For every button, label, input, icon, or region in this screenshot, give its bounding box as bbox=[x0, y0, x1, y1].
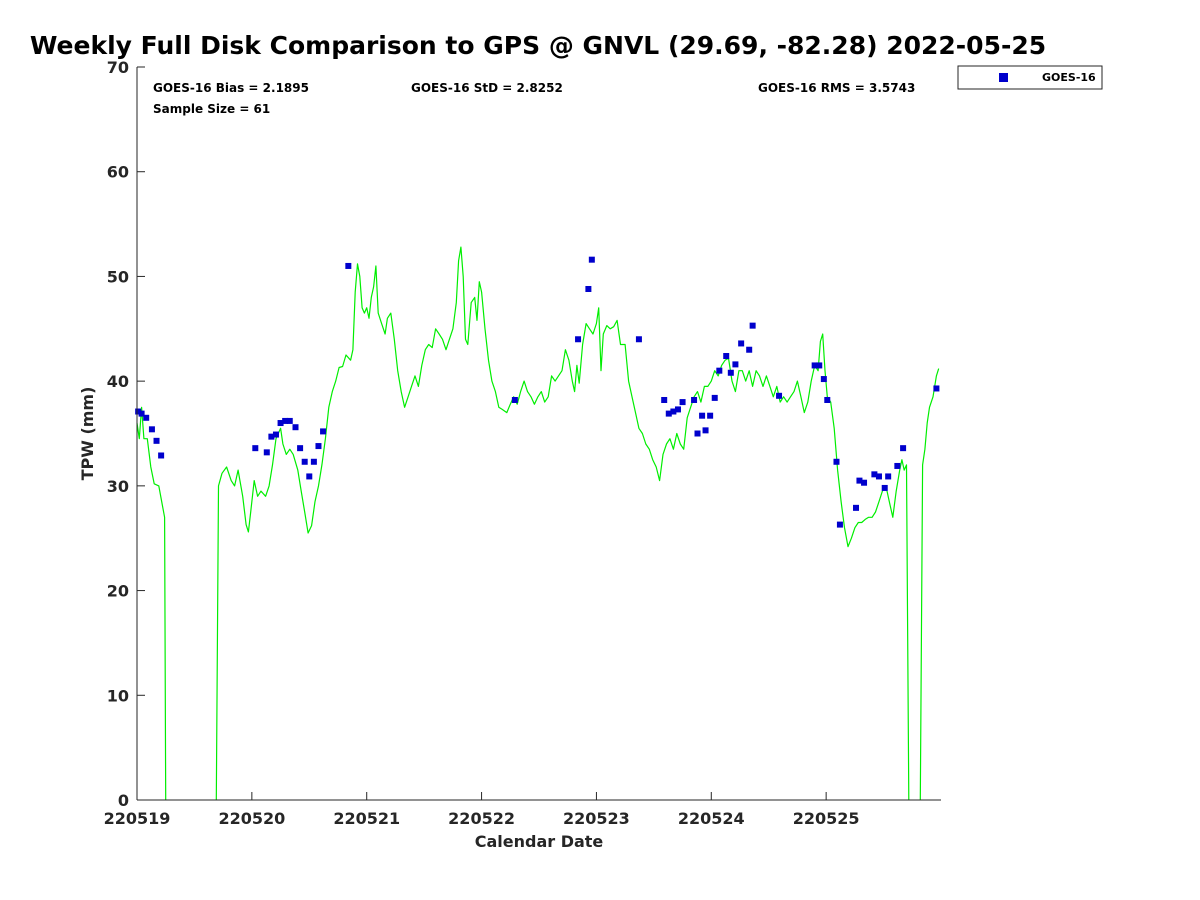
goes16-data-point bbox=[148, 426, 155, 433]
y-tick-label: 30 bbox=[107, 477, 129, 496]
goes16-data-point bbox=[282, 417, 289, 424]
goes16-data-point bbox=[585, 285, 592, 292]
chart-title: Weekly Full Disk Comparison to GPS @ GNV… bbox=[30, 31, 1046, 60]
goes16-scatter-series bbox=[135, 256, 940, 528]
goes16-data-point bbox=[301, 458, 308, 465]
goes16-data-point bbox=[881, 484, 888, 491]
goes16-data-point bbox=[694, 430, 701, 437]
goes16-data-point bbox=[702, 427, 709, 434]
goes16-data-point bbox=[252, 445, 259, 452]
goes16-data-point bbox=[875, 473, 882, 480]
goes16-data-point bbox=[716, 367, 723, 374]
y-tick-label: 60 bbox=[107, 163, 129, 182]
goes16-data-point bbox=[871, 471, 878, 478]
legend: GOES-16 bbox=[957, 65, 1103, 90]
goes16-data-point bbox=[723, 353, 730, 360]
goes16-data-point bbox=[272, 431, 279, 438]
plot-area bbox=[137, 67, 941, 800]
goes16-data-point bbox=[143, 414, 150, 421]
goes16-data-point bbox=[158, 452, 165, 459]
goes16-data-point bbox=[933, 385, 940, 392]
x-tick-label: 220519 bbox=[104, 809, 171, 828]
goes16-data-point bbox=[635, 336, 642, 343]
y-tick-label: 0 bbox=[118, 791, 129, 810]
goes16-data-point bbox=[268, 433, 275, 440]
goes16-data-point bbox=[732, 361, 739, 368]
x-axis: 220519 220520 220521 220522 220523 220524 2205… bbox=[104, 792, 860, 828]
y-axis: 0 10 20 30 40 50 60 70 bbox=[107, 58, 145, 810]
goes16-data-point bbox=[749, 322, 756, 329]
goes16-data-point bbox=[345, 262, 352, 269]
gps-line-segment bbox=[919, 368, 940, 801]
goes16-data-point bbox=[833, 458, 840, 465]
goes16-data-point bbox=[856, 477, 863, 484]
bias-annotation: GOES-16 Bias = 2.1895 bbox=[153, 81, 309, 95]
x-tick-label: 220520 bbox=[218, 809, 285, 828]
goes16-data-point bbox=[853, 504, 860, 511]
goes16-data-point bbox=[665, 410, 672, 417]
x-axis-label: Calendar Date bbox=[475, 832, 604, 851]
goes16-data-point bbox=[310, 458, 317, 465]
gps-line-segment bbox=[136, 406, 167, 801]
std-annotation: GOES-16 StD = 2.8252 bbox=[411, 81, 563, 95]
goes16-data-point bbox=[674, 406, 681, 413]
goes16-data-point bbox=[679, 399, 686, 406]
goes16-data-point bbox=[885, 473, 892, 480]
goes16-data-point bbox=[711, 394, 718, 401]
goes16-data-point bbox=[861, 479, 868, 486]
x-tick-label: 220524 bbox=[678, 809, 745, 828]
goes16-data-point bbox=[588, 256, 595, 263]
goes16-data-point bbox=[727, 369, 734, 376]
goes16-data-point bbox=[286, 417, 293, 424]
x-tick-label: 220522 bbox=[448, 809, 515, 828]
y-tick-label: 10 bbox=[107, 686, 129, 705]
goes16-data-point bbox=[315, 443, 322, 450]
y-tick-label: 20 bbox=[107, 582, 129, 601]
goes16-data-point bbox=[699, 412, 706, 419]
x-tick-label: 220521 bbox=[333, 809, 400, 828]
goes16-data-point bbox=[820, 376, 827, 383]
goes16-data-point bbox=[900, 445, 907, 452]
goes16-data-point bbox=[746, 346, 753, 353]
goes16-data-point bbox=[738, 340, 745, 347]
goes16-data-point bbox=[707, 412, 714, 419]
goes16-data-point bbox=[836, 521, 843, 528]
goes16-data-point bbox=[511, 396, 518, 403]
goes16-data-point bbox=[297, 445, 304, 452]
goes16-data-point bbox=[135, 408, 142, 415]
y-tick-label: 40 bbox=[107, 372, 129, 391]
legend-label: GOES-16 bbox=[1042, 71, 1096, 84]
x-tick-label: 220523 bbox=[563, 809, 630, 828]
y-tick-label: 70 bbox=[107, 58, 129, 77]
y-axis-label: TPW (mm) bbox=[78, 387, 97, 481]
goes16-data-point bbox=[776, 392, 783, 399]
goes16-data-point bbox=[824, 396, 831, 403]
goes16-data-point bbox=[292, 424, 299, 431]
x-tick-label: 220525 bbox=[793, 809, 860, 828]
y-tick-label: 50 bbox=[107, 267, 129, 286]
goes16-data-point bbox=[277, 420, 284, 427]
gps-line-segment bbox=[215, 246, 910, 801]
goes16-data-point bbox=[894, 462, 901, 469]
sample-size-annotation: Sample Size = 61 bbox=[153, 102, 270, 116]
legend-box bbox=[957, 65, 1103, 90]
goes16-data-point bbox=[263, 449, 270, 456]
goes16-data-point bbox=[575, 336, 582, 343]
goes16-data-point bbox=[138, 410, 145, 417]
rms-annotation: GOES-16 RMS = 3.5743 bbox=[758, 81, 915, 95]
goes16-data-point bbox=[811, 362, 818, 369]
goes16-data-point bbox=[320, 428, 327, 435]
goes16-data-point bbox=[306, 473, 313, 480]
goes16-data-point bbox=[670, 408, 677, 415]
legend-marker bbox=[999, 73, 1008, 82]
goes16-data-point bbox=[153, 437, 160, 444]
goes16-data-point bbox=[816, 362, 823, 369]
gps-line-series bbox=[136, 246, 940, 801]
goes16-data-point bbox=[661, 396, 668, 403]
goes16-data-point bbox=[691, 396, 698, 403]
